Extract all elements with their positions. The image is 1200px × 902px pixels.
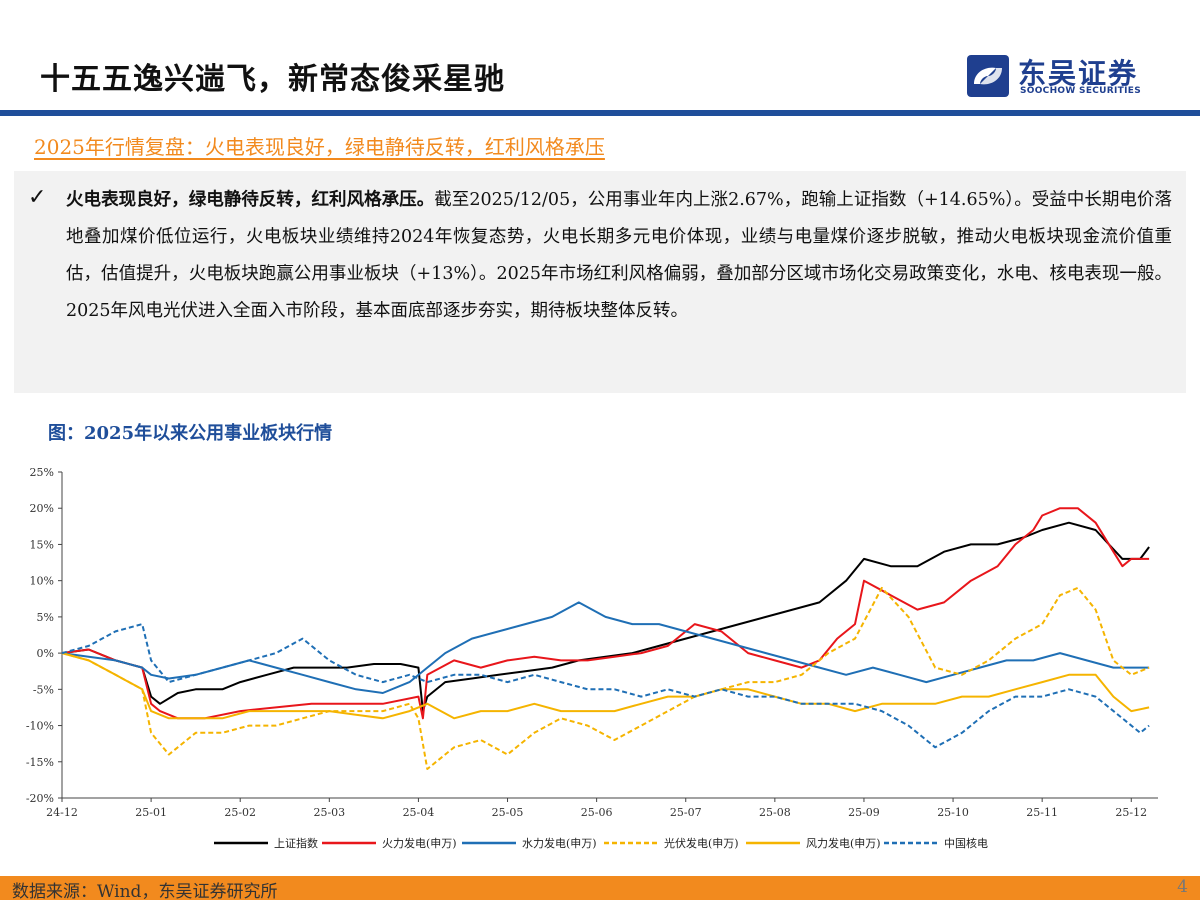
y-tick-label: -10% <box>26 720 54 733</box>
y-tick-label: 10% <box>30 575 54 588</box>
x-tick-label: 25-03 <box>313 806 345 819</box>
footer-source: 数据来源：Wind，东吴证券研究所 <box>12 882 278 902</box>
x-tick-label: 25-04 <box>403 806 435 819</box>
series-line-3 <box>61 586 1150 770</box>
series-line-4 <box>61 652 1150 720</box>
x-tick-label: 25-07 <box>670 806 702 819</box>
legend-label-4: 风力发电(申万) <box>806 836 881 850</box>
y-tick-label: 0% <box>37 647 54 660</box>
x-tick-label: 25-11 <box>1026 806 1058 819</box>
section-title: 2025年行情复盘：火电表现良好，绿电静待反转，红利风格承压 <box>34 135 605 159</box>
y-tick-label: 5% <box>37 611 54 624</box>
x-tick-label: 25-09 <box>848 806 880 819</box>
logo-name-en: SOOCHOW SECURITIES <box>1020 86 1141 96</box>
y-tick-label: -5% <box>33 683 54 696</box>
logo-name-cn: 东吴证券 <box>1018 57 1139 90</box>
x-tick-label: 25-08 <box>759 806 791 819</box>
legend-label-3: 光伏发电(申万) <box>664 836 739 850</box>
summary-text: 火电表现良好，绿电静待反转，红利风格承压。截至2025/12/05，公用事业年内… <box>66 182 1172 330</box>
legend-label-0: 上证指数 <box>274 836 318 850</box>
page-title: 十五五逸兴遄飞，新常态俊采星驰 <box>40 62 505 97</box>
summary-box: ✓ 火电表现良好，绿电静待反转，红利风格承压。截至2025/12/05，公用事业… <box>14 171 1186 393</box>
figure-caption: 图：2025年以来公用事业板块行情 <box>48 423 333 444</box>
check-icon: ✓ <box>28 185 47 210</box>
page-number: 4 <box>1177 877 1188 897</box>
summary-bold: 火电表现良好，绿电静待反转，红利风格承压。 <box>66 190 435 210</box>
footer-bar: 数据来源：Wind，东吴证券研究所 4 <box>0 876 1200 902</box>
header-divider <box>0 110 1200 116</box>
series-line-0 <box>61 521 1150 713</box>
legend-label-2: 水力发电(申万) <box>522 836 597 850</box>
series-line-2 <box>61 601 1150 694</box>
y-tick-label: 25% <box>30 466 54 479</box>
legend-label-5: 中国核电 <box>944 836 988 850</box>
y-tick-label: 15% <box>30 538 54 551</box>
x-tick-label: 24-12 <box>46 806 78 819</box>
y-tick-label: -20% <box>26 792 54 805</box>
company-logo: 东吴证券 SOOCHOW SECURITIES <box>966 50 1176 100</box>
legend-label-1: 火力发电(申万) <box>382 836 457 850</box>
y-tick-label: -15% <box>26 756 54 769</box>
summary-body: 截至2025/12/05，公用事业年内上涨2.67%，跑输上证指数（+14.65… <box>66 190 1172 321</box>
x-tick-label: 25-05 <box>492 806 524 819</box>
x-tick-label: 25-02 <box>224 806 256 819</box>
line-chart: 25% 20% 15% 10% 5% 0% -5% -10% -15% -20%24-12 25-0… <box>26 466 1158 850</box>
x-tick-label: 25-01 <box>135 806 167 819</box>
logo-mark-icon <box>967 55 1009 97</box>
x-tick-label: 25-12 <box>1115 806 1147 819</box>
x-tick-label: 25-06 <box>581 806 613 819</box>
series-line-5 <box>61 623 1150 749</box>
x-tick-label: 25-10 <box>937 806 969 819</box>
series-line-1 <box>61 507 1150 720</box>
y-tick-label: 20% <box>30 502 54 515</box>
